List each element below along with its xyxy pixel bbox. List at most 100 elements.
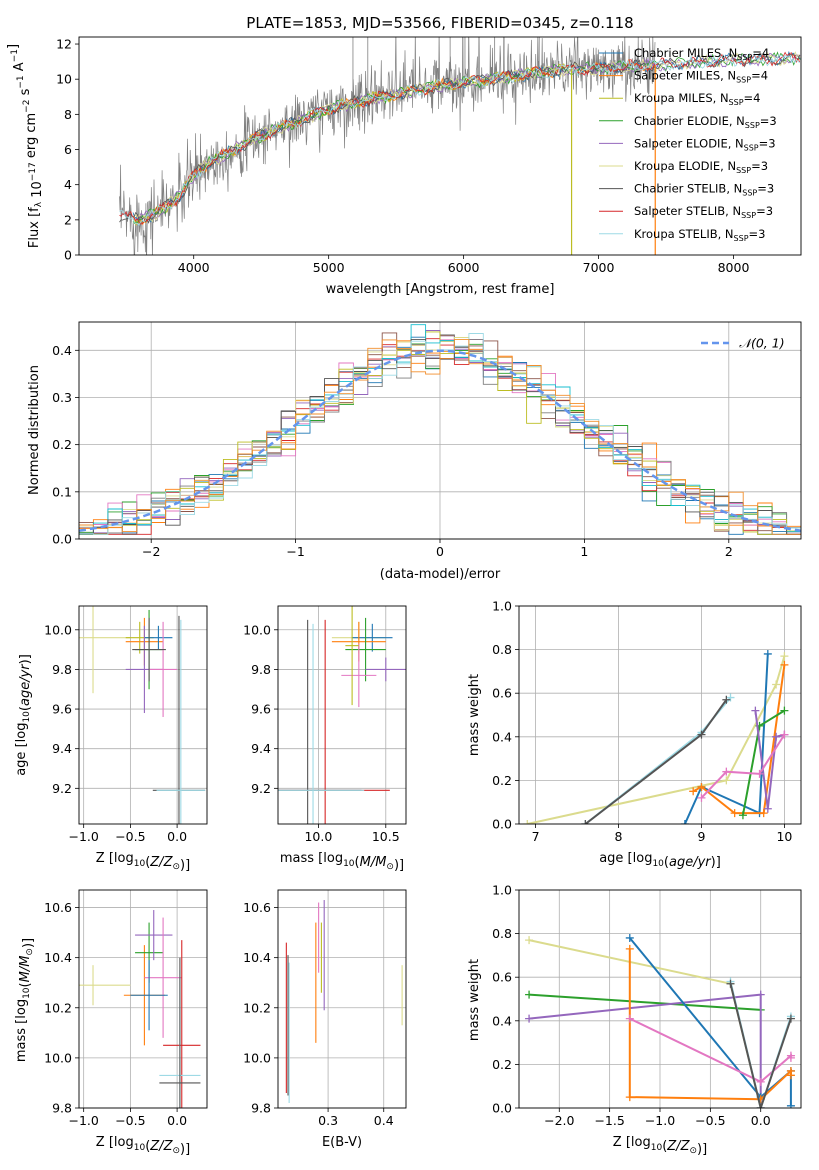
weight-vs-age-series [738, 706, 789, 820]
axes-frame [277, 889, 407, 1109]
residual-histogram [79, 339, 801, 535]
weight-vs-Z-marker [625, 1014, 634, 1023]
spectrum-xlabel: wavelength [Angstrom, rest frame] [326, 282, 555, 297]
spectrum-ytick-label: 12 [56, 37, 72, 52]
mass-vs-Z-errorbar-point [135, 910, 173, 961]
weight-vs-age-marker [780, 706, 789, 715]
weight-vs-Z-plot-area [525, 933, 795, 1108]
residual-histogram [79, 324, 801, 535]
weight-vs-Z-series [625, 1014, 795, 1086]
age-vs-Z-ytick-label: 9.8 [52, 662, 72, 677]
weight-vs-Z-marker [625, 933, 634, 942]
residuals-ytick-label: 0.4 [52, 343, 72, 358]
mass-vs-Z-errorbar-point [159, 957, 201, 1108]
residuals-axes: −2 −1 0 1 2 0.0 0.1 0.2 0.3 0.4 𝒩(0, 1) (data-model… [27, 321, 802, 582]
weight-vs-age-marker [722, 767, 731, 776]
mass-vs-EBV-ytick-label: 10.6 [243, 900, 271, 915]
weight-vs-Z-marker [786, 1071, 795, 1080]
spectrum-legend-label: Salpeter STELIB, NSSP=3 [634, 204, 773, 220]
weight-vs-age-grid [519, 605, 801, 825]
weight-vs-Z-xtick-label: −1.0 [645, 1113, 675, 1128]
spectrum-model-line [132, 53, 801, 221]
weight-vs-Z-marker [525, 1014, 534, 1023]
weight-vs-age-xtick-label: 8 [615, 829, 623, 844]
mass-vs-EBV-axes: 0.3 0.4 9.8 10.0 10.2 10.4 10.6 E(B-V) [243, 889, 407, 1150]
weight-vs-Z-xtick-label: 0.0 [751, 1113, 771, 1128]
axes-frame [78, 321, 802, 540]
mass-vs-Z-ytick-label: 10.6 [44, 900, 72, 915]
weight-vs-age-series [689, 660, 789, 818]
weight-vs-Z-series [525, 990, 765, 1014]
age-vs-Z-errorbar-point [156, 619, 206, 824]
weight-vs-Z-marker [726, 979, 735, 988]
age-vs-mass-ytick-label: 9.2 [251, 781, 271, 796]
age-vs-mass-errorbar-point [278, 623, 365, 824]
age-vs-Z-ylabel: age [log10(age/yr)] [14, 654, 33, 776]
age-vs-Z-grid [79, 606, 207, 824]
age-vs-Z-xtick-label: −0.5 [115, 829, 145, 844]
weight-vs-age-ytick-label: 0.6 [492, 686, 512, 701]
weight-vs-Z-marker [756, 1104, 765, 1108]
mass-vs-EBV-grid [278, 890, 406, 1109]
weight-vs-age-marker [780, 730, 789, 739]
age-vs-Z-ytick-label: 9.4 [52, 741, 72, 756]
weight-vs-age-marker [772, 732, 781, 741]
weight-vs-age-marker [780, 660, 789, 669]
weight-vs-age-axes: 7 8 9 10 0.0 0.2 0.4 0.6 0.8 1.0 age [log10(age/yr… [467, 599, 802, 870]
weight-vs-age-marker [763, 804, 772, 813]
spectrum-model-line [132, 51, 801, 223]
axes-frame [78, 36, 802, 256]
weight-vs-Z-xtick-label: −0.5 [695, 1113, 725, 1128]
spectrum-legend-label: Salpeter ELODIE, NSSP=3 [634, 136, 776, 152]
weight-vs-age-marker [738, 811, 747, 820]
weight-vs-age-marker [722, 695, 731, 704]
age-vs-mass-plot-area [278, 606, 406, 824]
spectrum-legend-label: Chabrier MILES, NSSP=4 [634, 46, 769, 62]
residuals-xtick-label: 2 [725, 544, 733, 559]
weight-vs-Z-marker [756, 1077, 765, 1086]
spectrum-xtick-label: 6000 [448, 260, 480, 275]
spectrum-legend-label: Chabrier STELIB, NSSP=3 [634, 182, 774, 198]
weight-vs-age-series-line [584, 696, 732, 824]
mass-vs-EBV-xtick-label: 0.4 [374, 1113, 394, 1128]
weight-vs-age-ytick-label: 1.0 [492, 599, 512, 614]
weight-vs-age-series [581, 695, 731, 824]
weight-vs-age-marker [726, 693, 735, 702]
spectrum-model-line [119, 51, 801, 225]
weight-vs-Z-marker [525, 936, 534, 945]
weight-vs-age-xtick-label: 10 [776, 829, 792, 844]
weight-vs-Z-xlabel: Z [log10(Z/Z⊙)] [613, 1135, 707, 1157]
age-vs-mass-errorbar-point [365, 657, 406, 682]
weight-vs-Z-axes: −2.0 −1.5 −1.0 −0.5 0.0 0.0 0.2 0.4 0.6 0.8 1.0 Z [… [467, 883, 802, 1157]
weight-vs-age-ytick-label: 0.0 [492, 817, 512, 832]
residuals-ytick-label: 0.2 [52, 437, 72, 452]
mass-vs-Z-xtick-label: −1.0 [68, 1113, 98, 1128]
axes-frame [78, 889, 208, 1109]
spectrum-model-line [132, 62, 571, 226]
weight-vs-age-marker [763, 649, 772, 658]
weight-vs-age-series [697, 730, 789, 802]
mass-vs-Z-xtick-label: −0.5 [115, 1113, 145, 1128]
weight-vs-Z-ytick-label: 0.0 [492, 1101, 512, 1116]
residual-legend: 𝒩(0, 1) [701, 336, 785, 351]
weight-vs-Z-grid [519, 889, 801, 1109]
axes-frame [518, 605, 802, 825]
mass-vs-EBV-ytick-label: 9.8 [251, 1101, 271, 1116]
weight-vs-Z-series [726, 979, 795, 1108]
weight-vs-Z-ytick-label: 0.6 [492, 970, 512, 985]
spectrum-xtick-label: 7000 [583, 260, 615, 275]
residuals-xlabel: (data-model)/error [380, 567, 501, 582]
age-vs-mass-xtick-label: 10.5 [372, 829, 400, 844]
weight-vs-age-marker [751, 706, 760, 715]
age-vs-Z-ytick-label: 9.6 [52, 702, 72, 717]
weight-vs-Z-ylabel: mass weight [467, 959, 482, 1041]
age-vs-mass-xtick-label: 10.0 [304, 829, 332, 844]
spectrum-axes: 4000 5000 6000 7000 8000 0 2 4 6 8 10 12 Chabrier MI… [6, 36, 802, 297]
mass-vs-EBV-ytick-label: 10.0 [243, 1050, 271, 1065]
weight-vs-age-marker [523, 820, 532, 824]
age-vs-mass-ytick-label: 10.0 [243, 622, 271, 637]
spectrum-plot-area [119, 37, 801, 255]
residuals-ytick-label: 0.1 [52, 484, 72, 499]
mass-vs-Z-plot-area [79, 910, 201, 1108]
spectrum-legend-label: Kroupa STELIB, NSSP=3 [634, 227, 765, 243]
